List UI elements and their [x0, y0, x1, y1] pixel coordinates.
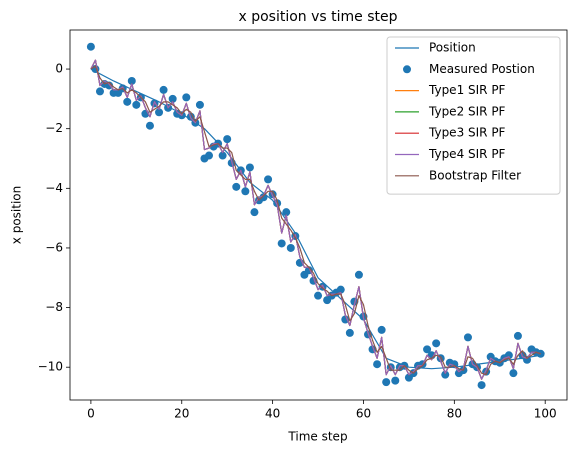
x-axis-label: Time step [287, 430, 347, 444]
data-point [245, 163, 254, 172]
data-point [86, 42, 95, 51]
data-point [205, 151, 214, 160]
x-tick-label: 0 [87, 407, 95, 421]
y-tick-label: −2 [45, 121, 63, 135]
x-tick-label: 60 [356, 407, 371, 421]
series-line [90, 65, 541, 376]
x-tick-label: 20 [174, 407, 189, 421]
data-point [264, 175, 273, 184]
data-point [377, 325, 386, 334]
data-point [441, 370, 450, 379]
data-point [95, 87, 104, 96]
data-point [127, 76, 136, 85]
data-point [477, 381, 486, 390]
data-point [250, 208, 259, 217]
legend-label: Bootstrap Filter [429, 168, 521, 182]
data-point [132, 100, 141, 109]
data-point [509, 369, 518, 378]
y-tick-label: 0 [55, 62, 63, 76]
y-tick-label: −8 [45, 300, 63, 314]
y-tick-label: −6 [45, 240, 63, 254]
data-point [423, 345, 432, 354]
data-point [354, 270, 363, 279]
legend-label: Type3 SIR PF [428, 126, 506, 140]
x-tick-label: 100 [534, 407, 557, 421]
data-point [195, 100, 204, 109]
data-point [159, 85, 168, 94]
data-point [286, 243, 295, 252]
y-tick-label: −10 [38, 360, 63, 374]
data-point [155, 108, 164, 117]
legend-label: Measured Postion [429, 62, 535, 76]
data-point [432, 339, 441, 348]
y-axis-label: x position [10, 186, 24, 244]
legend-label: Position [429, 41, 476, 55]
data-point [182, 93, 191, 102]
data-point [282, 208, 291, 217]
data-point [223, 135, 232, 144]
data-point [373, 360, 382, 369]
x-tick-label: 40 [265, 407, 280, 421]
data-point [232, 182, 241, 191]
data-point [259, 193, 268, 202]
legend-label: Type4 SIR PF [428, 147, 506, 161]
data-point [168, 94, 177, 103]
data-point [123, 97, 132, 106]
chart-title: x position vs time step [238, 9, 397, 25]
y-tick-label: −4 [45, 181, 63, 195]
data-point [314, 291, 323, 300]
legend-box [386, 36, 561, 195]
data-point [382, 378, 391, 387]
legend-label: Type2 SIR PF [428, 104, 506, 118]
data-point [145, 121, 154, 130]
legend-marker [403, 65, 411, 74]
data-point [463, 333, 472, 342]
data-point [513, 331, 522, 340]
data-point [336, 285, 345, 294]
data-point [391, 376, 400, 385]
data-point [345, 328, 354, 337]
data-point [218, 151, 227, 160]
plot-frame [69, 29, 568, 401]
data-point [277, 239, 286, 248]
x-tick-label: 80 [447, 407, 462, 421]
data-point [241, 187, 250, 196]
series-line [90, 59, 541, 380]
data-point [341, 315, 350, 324]
legend-label: Type1 SIR PF [428, 83, 506, 97]
